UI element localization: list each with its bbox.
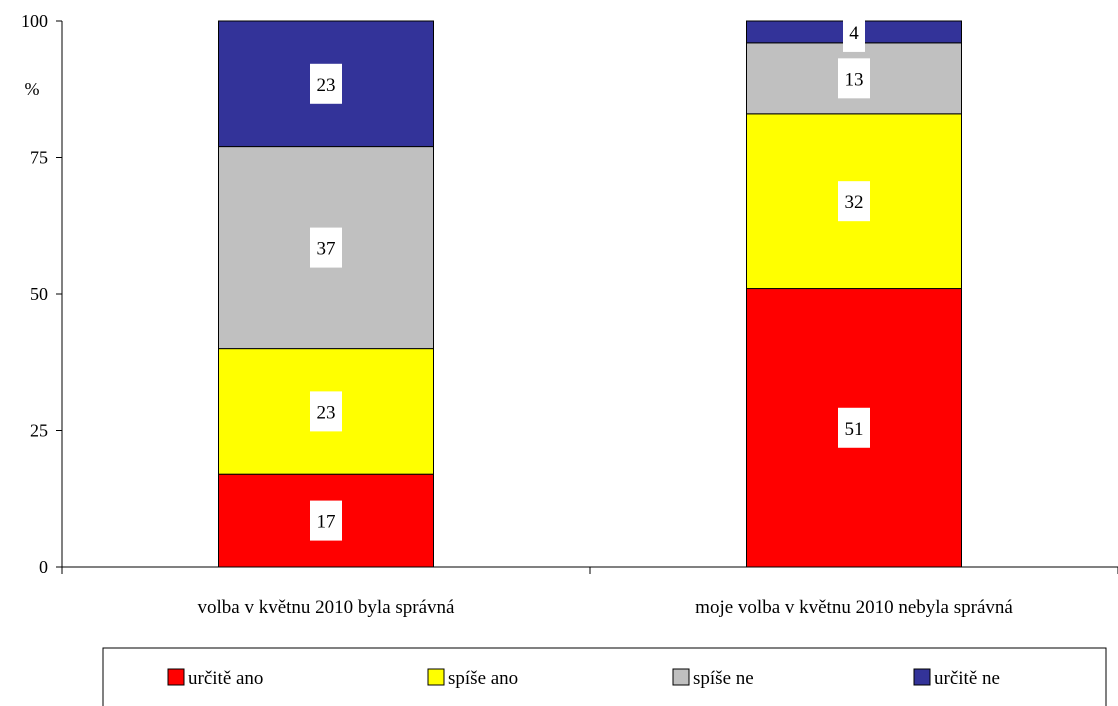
data-label-box xyxy=(838,181,870,222)
legend-label: určitě ano xyxy=(188,668,263,689)
data-label-box xyxy=(838,407,870,448)
bars xyxy=(218,20,962,568)
legend-label: určitě ne xyxy=(934,668,1000,689)
legend-swatch xyxy=(672,668,690,686)
data-label: 23 xyxy=(317,402,336,423)
legend-swatch xyxy=(167,668,185,686)
data-label-box xyxy=(843,11,865,52)
data-label: 23 xyxy=(317,75,336,96)
y-tick-label: 75 xyxy=(30,148,48,168)
data-label: 4 xyxy=(849,23,859,44)
data-label: 13 xyxy=(845,69,864,90)
y-tick-label: 50 xyxy=(30,284,48,304)
data-label-box xyxy=(310,391,342,432)
data-label-box xyxy=(310,500,342,541)
data-label: 37 xyxy=(317,239,336,260)
data-label-box xyxy=(838,58,870,99)
data-labels: 17 23 37 23 51 32 13 4 xyxy=(310,11,870,541)
y-axis-label: % xyxy=(25,79,40,99)
x-category-label: volba v květnu 2010 byla správná xyxy=(198,597,456,618)
legend-label: spíše ne xyxy=(693,668,754,689)
data-label-box xyxy=(310,227,342,268)
legend-frame xyxy=(102,647,1107,706)
y-tick-label: 25 xyxy=(30,421,48,441)
legend: určitě ano spíše ano spíše ne určitě ne xyxy=(102,647,1107,706)
data-label: 32 xyxy=(845,192,864,213)
data-label-box xyxy=(310,63,342,104)
data-label: 17 xyxy=(317,512,336,533)
legend-swatch xyxy=(913,668,931,686)
x-category-label: moje volba v květnu 2010 nebyla správná xyxy=(695,597,1013,618)
data-label: 51 xyxy=(845,419,864,440)
legend-label: spíše ano xyxy=(448,668,518,689)
axes: 0 25 50 75 100% volba v květnu 2010 byla sprá… xyxy=(21,11,1118,618)
bar-segment xyxy=(746,113,962,290)
y-tick-label: 100 xyxy=(21,11,48,31)
legend-swatch xyxy=(427,668,445,686)
y-tick-label: 0 xyxy=(39,557,48,577)
